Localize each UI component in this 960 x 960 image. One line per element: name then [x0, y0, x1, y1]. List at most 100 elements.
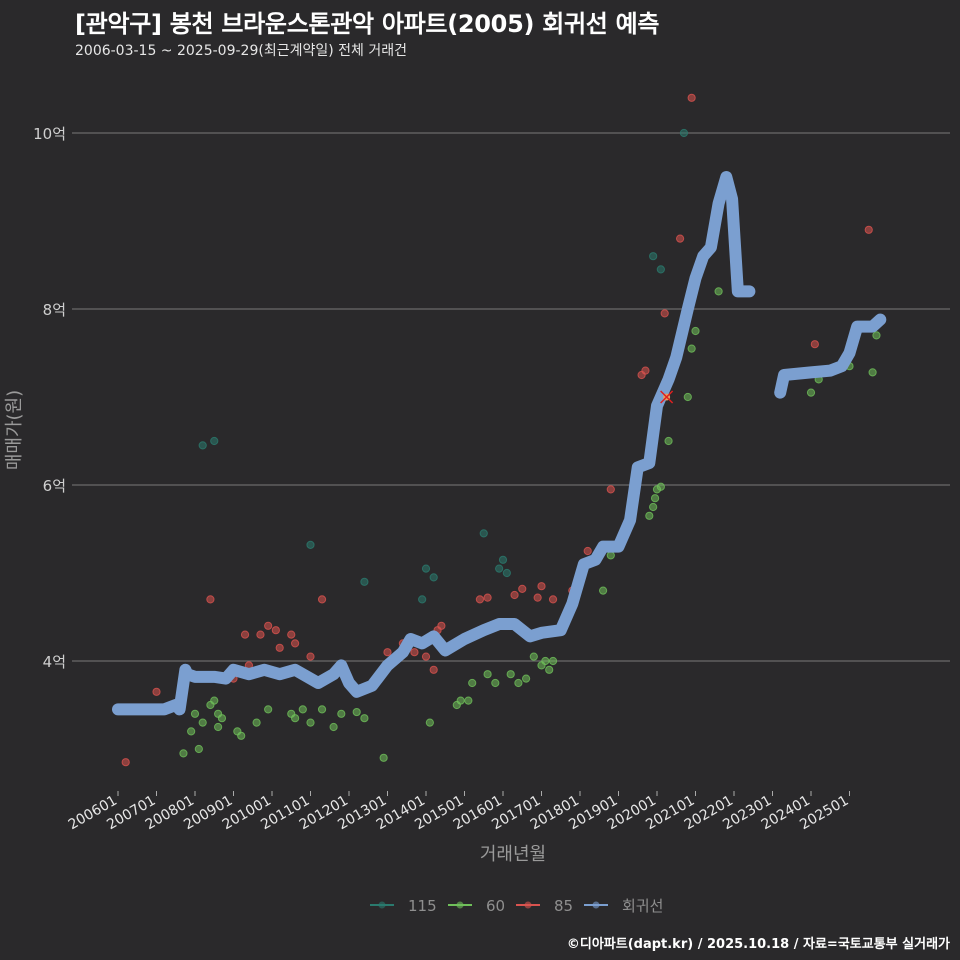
data-point-85	[121, 758, 130, 767]
data-point-60	[187, 727, 196, 736]
data-point-115	[495, 564, 504, 573]
data-point-60	[179, 749, 188, 758]
data-point-85	[275, 643, 284, 652]
legend-dot-115	[378, 901, 386, 909]
data-point-115	[679, 128, 689, 138]
data-point-115	[360, 577, 369, 586]
data-point-60	[491, 678, 500, 688]
data-point-115	[649, 252, 658, 261]
data-point-60	[237, 731, 246, 740]
data-point-60	[514, 678, 523, 688]
data-point-60	[687, 344, 696, 353]
data-point-60	[683, 392, 692, 402]
x-axis: 2006012007012008012009012010012011012012…	[66, 791, 852, 833]
data-point-60	[714, 287, 723, 296]
data-point-115	[306, 540, 315, 549]
data-point-60	[337, 709, 346, 718]
data-point-85	[421, 652, 431, 661]
y-axis-label: 매매가(원)	[4, 390, 25, 470]
data-point-115	[502, 568, 511, 578]
legend-label: 회귀선	[622, 897, 663, 915]
data-point-60	[548, 656, 558, 666]
data-point-60	[522, 674, 531, 683]
data-point-85	[583, 546, 592, 556]
data-point-60	[606, 551, 615, 560]
data-point-85	[548, 595, 558, 604]
data-point-85	[264, 621, 273, 630]
data-point-85	[317, 595, 327, 604]
data-point-85	[240, 630, 250, 639]
data-point-60	[306, 718, 315, 727]
data-point-115	[479, 529, 488, 538]
data-point-60	[691, 326, 700, 336]
chart-subtitle: 2006-03-15 ~ 2025-09-29(최근계약일) 전체 거래건	[75, 43, 407, 59]
y-tick-label: 4억	[43, 653, 66, 671]
data-point-85	[291, 639, 300, 648]
data-point-60	[425, 718, 434, 727]
legend-dot-60	[456, 901, 464, 909]
data-point-85	[687, 93, 696, 102]
data-point-60	[194, 744, 203, 754]
data-point-115	[210, 436, 219, 446]
data-point-60	[329, 722, 338, 732]
data-point-60	[379, 753, 388, 762]
data-point-85	[475, 595, 484, 604]
data-point-60	[464, 696, 473, 705]
chart-title: [관악구] 봉천 브라운스톤관악 아파트(2005) 회귀선 예측	[75, 10, 660, 38]
data-point-85	[810, 340, 819, 349]
y-axis: 4억 6억 8억 10억	[33, 125, 66, 671]
data-point-85	[533, 593, 542, 602]
y-tick-label: 10억	[33, 125, 66, 143]
data-point-85	[537, 582, 546, 591]
data-point-60	[360, 714, 369, 723]
x-axis-label: 거래년월	[480, 844, 546, 865]
legend-dot-회귀선	[592, 901, 600, 909]
data-point-60	[298, 705, 307, 714]
data-point-85	[483, 593, 492, 602]
data-point-85	[271, 626, 280, 635]
legend: 115 60 85 회귀선	[370, 897, 663, 915]
data-point-115	[429, 573, 438, 582]
footer-credit: ©디아파트(dapt.kr) / 2025.10.18 / 자료=국토교통부 실…	[566, 937, 950, 952]
data-point-60	[252, 718, 261, 727]
data-point-60	[291, 714, 300, 723]
gridlines	[72, 132, 950, 662]
data-point-60	[664, 436, 673, 446]
legend-label: 60	[486, 897, 505, 915]
y-tick-label: 8억	[43, 301, 66, 319]
data-point-115	[656, 265, 665, 274]
data-point-60	[317, 705, 327, 714]
data-point-60	[214, 722, 223, 732]
legend-label: 115	[408, 897, 437, 915]
data-point-85	[606, 485, 615, 494]
data-point-60	[872, 331, 881, 340]
y-tick-label: 6억	[43, 477, 66, 495]
regression-segment	[774, 313, 887, 399]
data-point-60	[541, 656, 550, 666]
data-point-85	[256, 630, 265, 639]
data-point-85	[206, 595, 215, 604]
data-point-115	[198, 441, 207, 450]
data-point-85	[410, 648, 419, 657]
data-point-115	[498, 555, 508, 564]
legend-label: 85	[554, 897, 573, 915]
data-point-85	[864, 225, 873, 234]
data-point-85	[306, 652, 315, 661]
data-point-85	[641, 366, 650, 375]
data-point-60	[483, 670, 492, 679]
data-point-115	[418, 595, 427, 604]
regression-line	[112, 171, 887, 716]
legend-dot-85	[524, 901, 532, 909]
data-point-85	[437, 621, 446, 630]
data-point-60	[506, 670, 515, 679]
data-point-115	[421, 564, 431, 573]
data-point-60	[352, 707, 361, 717]
data-point-60	[868, 368, 877, 377]
data-point-60	[217, 714, 227, 723]
data-point-60	[806, 388, 816, 397]
data-point-85	[518, 584, 527, 593]
data-point-85	[660, 309, 669, 318]
regression-segment	[112, 171, 756, 716]
highlight-marker	[660, 390, 674, 404]
